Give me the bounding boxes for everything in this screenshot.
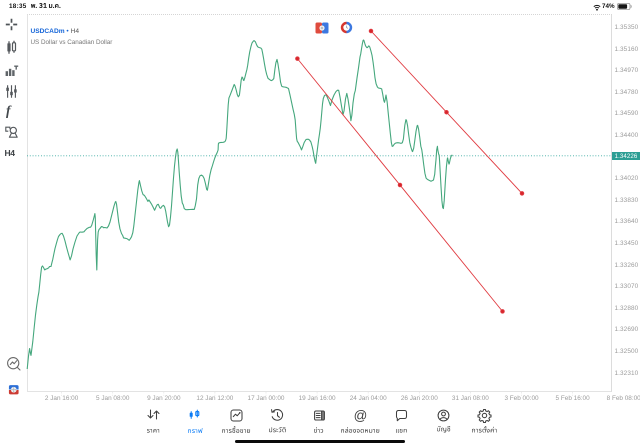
svg-text:@: @ [354, 408, 368, 423]
